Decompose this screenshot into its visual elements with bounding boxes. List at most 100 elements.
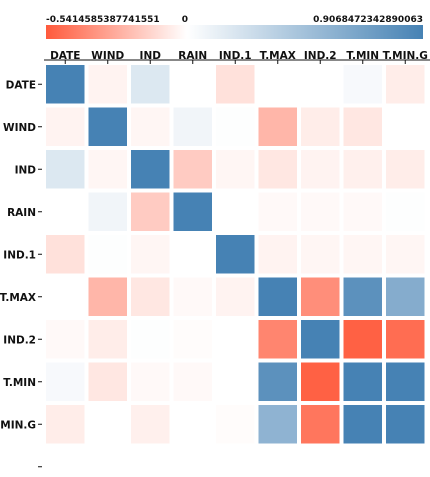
- heatmap-cell: [258, 235, 297, 274]
- heatmap-cell: [216, 320, 255, 359]
- heatmap-cell: [343, 192, 382, 231]
- y-tick-label: T.MIN: [3, 377, 36, 389]
- heatmap-cell: [386, 405, 425, 444]
- heatmap-cell: [301, 107, 340, 146]
- heatmap-cell: [386, 320, 425, 359]
- heatmap-cell: [343, 405, 382, 444]
- heatmap-cell: [216, 65, 255, 104]
- heatmap-cell: [88, 65, 127, 104]
- heatmap-cell: [88, 277, 127, 316]
- heatmap-cell: [46, 405, 85, 444]
- heatmap-cell: [258, 107, 297, 146]
- heatmap-cell: [46, 65, 85, 104]
- heatmap-cell: [46, 362, 85, 401]
- heatmap-cell: [88, 320, 127, 359]
- heatmap-cell: [343, 150, 382, 189]
- heatmap-cell: [88, 107, 127, 146]
- heatmap-cell: [386, 65, 425, 104]
- heatmap-cell: [131, 192, 170, 231]
- heatmap-cell: [88, 362, 127, 401]
- colorbar: [46, 25, 423, 39]
- heatmap-cell: [131, 277, 170, 316]
- y-tick-label: T.MIN.G: [0, 419, 36, 431]
- heatmap-cell: [386, 235, 425, 274]
- heatmap-cell: [216, 192, 255, 231]
- heatmap-cell: [131, 320, 170, 359]
- colorbar-mid-label: 0: [182, 15, 188, 25]
- y-tick-label: IND.1: [3, 249, 36, 261]
- x-tick-label: IND.1: [219, 50, 252, 62]
- y-tick-label: IND.2: [3, 334, 36, 346]
- heatmap-cell: [173, 320, 212, 359]
- heatmap-cell: [258, 320, 297, 359]
- heatmap-cell: [46, 277, 85, 316]
- x-tick-label: DATE: [50, 50, 80, 62]
- heatmap-cell: [131, 107, 170, 146]
- heatmap-cell: [173, 150, 212, 189]
- y-tick-label: WIND: [3, 122, 36, 134]
- heatmap-cell: [301, 150, 340, 189]
- heatmap-cell: [386, 362, 425, 401]
- heatmap-cell: [173, 362, 212, 401]
- x-tick-label: IND.2: [304, 50, 337, 62]
- y-tick-label: DATE: [6, 79, 36, 91]
- heatmap-cell: [301, 362, 340, 401]
- heatmap-cell: [301, 405, 340, 444]
- heatmap-cell: [343, 320, 382, 359]
- heatmap-cell: [301, 65, 340, 104]
- heatmap-cell: [216, 362, 255, 401]
- y-tick-label: IND: [15, 164, 37, 176]
- heatmap-cell: [216, 277, 255, 316]
- heatmap-cell: [131, 150, 170, 189]
- heatmap-cell: [173, 235, 212, 274]
- x-tick-label: RAIN: [178, 50, 207, 62]
- heatmap-cell: [343, 362, 382, 401]
- heatmap-cell: [173, 65, 212, 104]
- heatmap-cell: [46, 192, 85, 231]
- heatmap-cell: [173, 192, 212, 231]
- heatmap-cell: [88, 235, 127, 274]
- heatmap-cell: [258, 150, 297, 189]
- x-tick-label: T.MIN.G: [383, 50, 428, 62]
- y-tick-label: T.MAX: [0, 292, 36, 304]
- heatmap-cell: [258, 362, 297, 401]
- heatmap-cell: [258, 192, 297, 231]
- heatmap-cell: [173, 405, 212, 444]
- heatmap-cell: [131, 362, 170, 401]
- colorbar-max-label: 0.9068472342890063: [313, 15, 423, 25]
- heatmap-cell: [258, 405, 297, 444]
- heatmap-cell: [88, 150, 127, 189]
- heatmap-cell: [216, 150, 255, 189]
- heatmap-cell: [131, 235, 170, 274]
- heatmap-cell: [216, 405, 255, 444]
- heatmap-cell: [258, 277, 297, 316]
- heatmap-cell: [343, 65, 382, 104]
- heatmap-cell: [386, 192, 425, 231]
- heatmap-cell: [386, 107, 425, 146]
- heatmap-cell: [343, 235, 382, 274]
- heatmap-cell: [88, 192, 127, 231]
- heatmap-cell: [46, 150, 85, 189]
- x-tick-label: WIND: [91, 50, 124, 62]
- colorbar-min-label: -0.5414585387741551: [46, 15, 160, 25]
- heatmap-cell: [173, 107, 212, 146]
- heatmap-cell: [386, 150, 425, 189]
- y-tick-label: RAIN: [7, 207, 36, 219]
- x-tick-label: T.MAX: [260, 50, 296, 62]
- heatmap-cell: [131, 405, 170, 444]
- heatmap-cell: [216, 235, 255, 274]
- heatmap-cell: [301, 192, 340, 231]
- heatmap-cell: [88, 405, 127, 444]
- heatmap-cell: [46, 107, 85, 146]
- heatmap-cell: [46, 320, 85, 359]
- x-tick-label: IND: [140, 50, 162, 62]
- heatmap-cell: [131, 65, 170, 104]
- heatmap-cell: [46, 235, 85, 274]
- x-tick-label: T.MIN: [346, 50, 379, 62]
- heatmap-cell: [216, 107, 255, 146]
- heatmap-cell: [301, 235, 340, 274]
- heatmap-cell: [173, 277, 212, 316]
- heatmap-cell: [301, 277, 340, 316]
- heatmap-cell: [386, 277, 425, 316]
- heatmap-cell: [343, 107, 382, 146]
